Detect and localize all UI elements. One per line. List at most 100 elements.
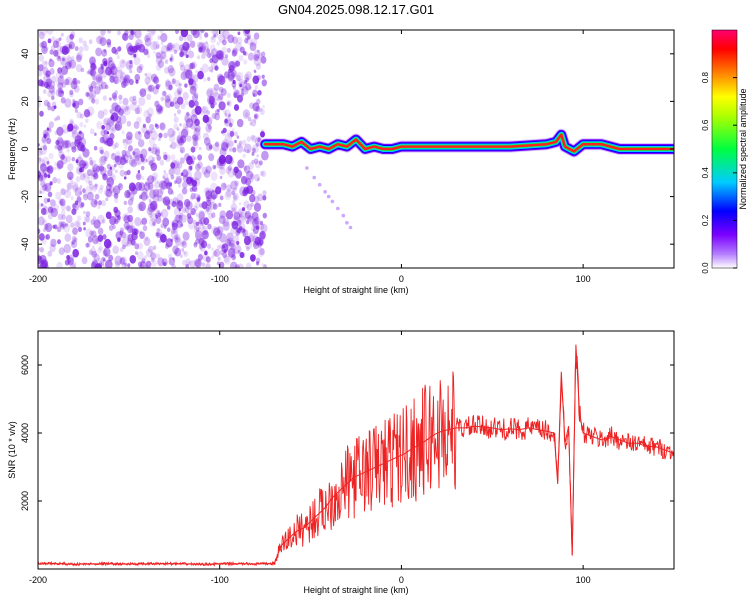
noise-speckle [124, 262, 128, 267]
noise-speckle [90, 159, 97, 168]
noise-speckle [235, 60, 241, 67]
noise-speckle [253, 75, 259, 83]
noise-speckle [130, 48, 138, 59]
noise-speckle [173, 166, 181, 176]
noise-speckle [76, 215, 82, 222]
noise-speckle [95, 73, 103, 83]
noise-speckle [225, 154, 233, 165]
noise-speckle [157, 35, 161, 40]
noise-speckle [147, 161, 151, 165]
noise-speckle [42, 184, 48, 192]
noise-speckle [50, 208, 55, 214]
noise-speckle [144, 35, 150, 43]
noise-speckle [225, 189, 232, 198]
noise-speckle [228, 241, 232, 245]
noise-speckle [84, 176, 91, 184]
noise-speckle [222, 221, 230, 231]
noise-speckle [71, 146, 77, 153]
noise-speckle [254, 85, 259, 90]
noise-speckle [105, 259, 113, 268]
noise-speckle [163, 261, 167, 267]
noise-speckle [211, 255, 214, 259]
noise-speckle [201, 105, 208, 114]
noise-speckle [138, 139, 145, 148]
noise-speckle [49, 58, 52, 62]
noise-speckle [78, 154, 82, 159]
noise-speckle [121, 81, 127, 89]
noise-speckle [158, 132, 163, 139]
noise-speckle [232, 47, 238, 54]
y-tick-label: 2000 [20, 491, 30, 511]
noise-speckle [94, 85, 101, 95]
noise-speckle [236, 37, 243, 45]
noise-speckle [246, 203, 253, 211]
noise-speckle [250, 134, 255, 141]
noise-speckle [214, 229, 223, 240]
noise-speckle [230, 226, 236, 235]
noise-speckle [261, 231, 264, 235]
noise-speckle [137, 261, 143, 268]
noise-speckle [193, 127, 201, 137]
noise-speckle [147, 85, 153, 92]
noise-speckle [234, 264, 240, 268]
noise-speckle [80, 67, 85, 73]
noise-speckle [232, 36, 238, 44]
noise-speckle [194, 100, 199, 107]
noise-speckle [205, 124, 212, 133]
noise-speckle [233, 234, 240, 243]
noise-speckle [137, 104, 140, 109]
noise-speckle [136, 174, 141, 179]
noise-speckle [220, 182, 227, 191]
noise-speckle [205, 40, 208, 45]
noise-speckle [121, 149, 127, 157]
noise-speckle [84, 162, 87, 166]
noise-speckle [98, 187, 103, 194]
noise-speckle [252, 75, 260, 85]
noise-speckle [149, 123, 154, 131]
noise-speckle [192, 134, 197, 141]
noise-speckle [149, 218, 157, 227]
y-tick-label: -20 [20, 190, 30, 203]
noise-speckle [47, 105, 52, 111]
noise-speckle [189, 155, 196, 163]
noise-speckle [176, 135, 184, 144]
noise-speckle [180, 149, 184, 153]
noise-speckle [40, 30, 48, 36]
noise-speckle [85, 228, 93, 238]
noise-speckle [91, 173, 94, 177]
noise-speckle [212, 142, 220, 152]
noise-speckle [125, 104, 130, 110]
noise-speckle [219, 194, 224, 200]
noise-speckle [218, 215, 226, 225]
noise-speckle [174, 89, 182, 99]
noise-speckle [226, 92, 231, 98]
noise-speckle [164, 59, 169, 64]
noise-speckle [107, 169, 113, 177]
noise-speckle [167, 65, 174, 74]
noise-speckle [129, 60, 133, 65]
noise-speckle [119, 156, 127, 166]
noise-speckle [47, 198, 51, 203]
noise-speckle [126, 42, 133, 52]
noise-speckle [225, 142, 230, 148]
noise-speckle [141, 176, 145, 180]
noise-speckle [130, 197, 134, 202]
noise-speckle [55, 139, 60, 146]
noise-speckle [252, 218, 259, 228]
noise-speckle [133, 53, 137, 58]
noise-speckle [43, 182, 47, 186]
noise-speckle [76, 111, 82, 119]
noise-speckle [53, 49, 59, 57]
noise-speckle [202, 46, 210, 56]
noise-speckle [47, 38, 52, 44]
noise-speckle [221, 46, 228, 55]
noise-speckle [112, 94, 118, 101]
noise-speckle [43, 133, 47, 139]
noise-speckle [65, 223, 68, 227]
noise-speckle [135, 251, 138, 256]
noise-speckle [86, 242, 90, 248]
noise-speckle [48, 121, 55, 129]
noise-speckle [181, 241, 188, 249]
noise-speckle [140, 153, 146, 161]
noise-speckle [138, 96, 146, 106]
